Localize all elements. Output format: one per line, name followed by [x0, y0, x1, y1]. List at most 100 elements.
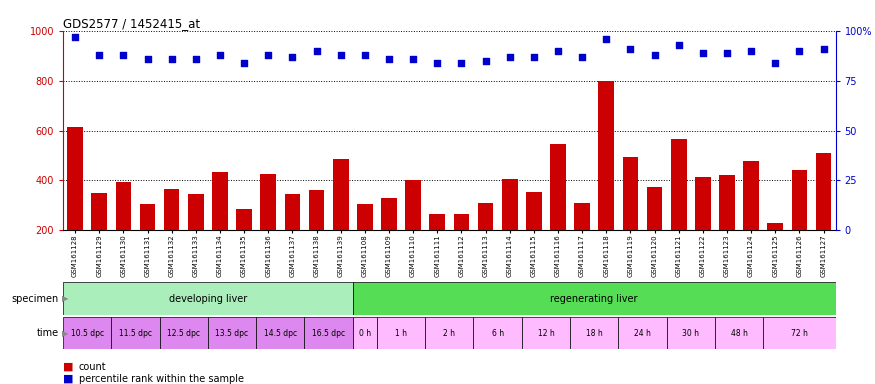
- Text: 14.5 dpc: 14.5 dpc: [263, 329, 297, 338]
- Point: [816, 46, 830, 52]
- Point: [141, 56, 155, 62]
- Text: 12 h: 12 h: [537, 329, 554, 338]
- Text: 12.5 dpc: 12.5 dpc: [167, 329, 200, 338]
- Point: [358, 51, 372, 58]
- Point: [454, 60, 468, 66]
- Text: ■: ■: [63, 362, 74, 372]
- Bar: [67, 127, 83, 280]
- Text: 13.5 dpc: 13.5 dpc: [215, 329, 248, 338]
- Bar: [763, 317, 836, 349]
- Text: 2 h: 2 h: [444, 329, 455, 338]
- Bar: [619, 317, 667, 349]
- Bar: [332, 159, 348, 280]
- Point: [430, 60, 444, 66]
- Bar: [598, 81, 614, 280]
- Text: 11.5 dpc: 11.5 dpc: [119, 329, 152, 338]
- Bar: [164, 189, 179, 280]
- Bar: [284, 194, 300, 280]
- Bar: [261, 174, 276, 280]
- Point: [333, 51, 347, 58]
- Text: GDS2577 / 1452415_at: GDS2577 / 1452415_at: [63, 17, 200, 30]
- Bar: [526, 192, 542, 280]
- Bar: [377, 317, 425, 349]
- Point: [696, 50, 710, 56]
- Point: [213, 51, 227, 58]
- Bar: [425, 317, 473, 349]
- Bar: [140, 204, 156, 280]
- Bar: [159, 317, 208, 349]
- Text: 48 h: 48 h: [731, 329, 747, 338]
- Bar: [453, 214, 469, 280]
- Bar: [695, 177, 710, 280]
- Bar: [647, 187, 662, 280]
- Bar: [111, 317, 159, 349]
- Point: [68, 34, 82, 40]
- Point: [672, 41, 686, 48]
- Text: 24 h: 24 h: [634, 329, 651, 338]
- Text: 30 h: 30 h: [682, 329, 699, 338]
- Point: [744, 48, 758, 54]
- Bar: [304, 317, 353, 349]
- Text: 16.5 dpc: 16.5 dpc: [312, 329, 345, 338]
- Text: specimen: specimen: [11, 293, 59, 304]
- Point: [768, 60, 782, 66]
- Point: [793, 48, 807, 54]
- Point: [164, 56, 178, 62]
- Bar: [667, 317, 715, 349]
- Text: percentile rank within the sample: percentile rank within the sample: [79, 374, 244, 384]
- Text: developing liver: developing liver: [169, 293, 247, 304]
- Point: [479, 58, 493, 64]
- Point: [551, 48, 565, 54]
- Bar: [236, 209, 252, 280]
- Text: 6 h: 6 h: [492, 329, 504, 338]
- Point: [575, 54, 589, 60]
- Bar: [430, 214, 445, 280]
- Text: 1 h: 1 h: [395, 329, 407, 338]
- Bar: [353, 317, 377, 349]
- Bar: [91, 194, 107, 280]
- Point: [502, 54, 516, 60]
- Text: ▶: ▶: [62, 329, 68, 338]
- Bar: [622, 157, 638, 280]
- Bar: [382, 198, 396, 280]
- Text: 18 h: 18 h: [585, 329, 603, 338]
- Point: [599, 36, 613, 42]
- Bar: [116, 182, 131, 280]
- Point: [720, 50, 734, 56]
- Text: 0 h: 0 h: [359, 329, 371, 338]
- Bar: [502, 179, 517, 280]
- Text: 10.5 dpc: 10.5 dpc: [71, 329, 104, 338]
- Bar: [522, 317, 570, 349]
- Bar: [473, 317, 522, 349]
- Bar: [743, 161, 759, 280]
- Text: count: count: [79, 362, 107, 372]
- Point: [382, 56, 396, 62]
- Bar: [63, 317, 111, 349]
- Text: time: time: [37, 328, 59, 338]
- Point: [285, 54, 299, 60]
- Point: [527, 54, 541, 60]
- Bar: [212, 172, 228, 280]
- Bar: [478, 203, 494, 280]
- Text: regenerating liver: regenerating liver: [550, 293, 638, 304]
- Text: ▶: ▶: [62, 294, 68, 303]
- Bar: [357, 204, 373, 280]
- Bar: [715, 317, 763, 349]
- Bar: [570, 317, 619, 349]
- Point: [262, 51, 276, 58]
- Bar: [671, 139, 687, 280]
- Bar: [353, 282, 836, 315]
- Bar: [63, 282, 353, 315]
- Point: [406, 56, 420, 62]
- Bar: [405, 180, 421, 280]
- Bar: [188, 194, 204, 280]
- Bar: [816, 153, 831, 280]
- Bar: [719, 175, 735, 280]
- Text: ■: ■: [63, 374, 74, 384]
- Bar: [792, 170, 808, 280]
- Text: 72 h: 72 h: [791, 329, 808, 338]
- Point: [189, 56, 203, 62]
- Point: [648, 51, 662, 58]
- Bar: [309, 190, 325, 280]
- Bar: [574, 203, 590, 280]
